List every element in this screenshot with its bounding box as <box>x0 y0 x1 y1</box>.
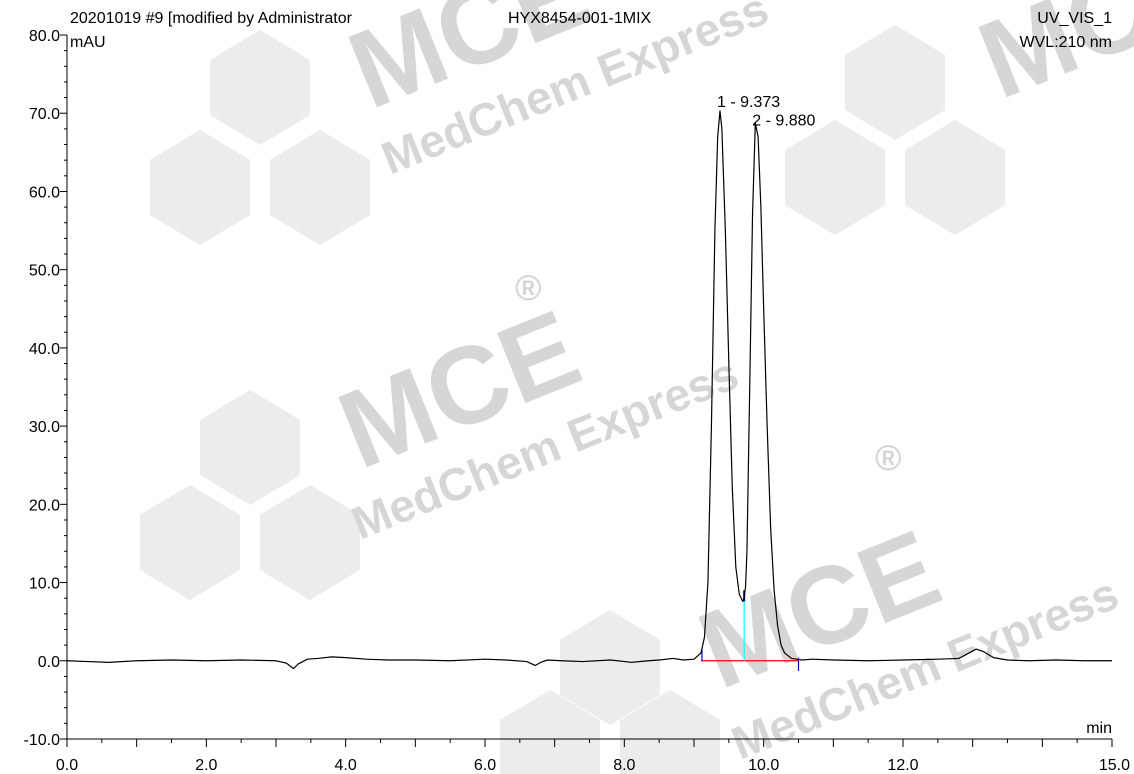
y-tick-label: -10.0 <box>24 732 61 749</box>
x-tick-label: 2.0 <box>195 757 217 774</box>
mce-logo-mark <box>150 30 370 245</box>
y-axis-unit: mAU <box>70 34 106 51</box>
y-tick-label: 80.0 <box>29 28 60 45</box>
y-axis-ticks: -10.0 0.0 10.0 20.0 30.0 40.0 50.0 60.0 70.0 80.0 <box>24 28 67 749</box>
x-axis-unit: min <box>1086 720 1112 737</box>
mce-logo-mark <box>140 390 360 600</box>
y-tick-label: 40.0 <box>29 341 60 358</box>
x-tick-label: 10.0 <box>748 757 779 774</box>
x-tick-label: 6.0 <box>474 757 496 774</box>
mce-watermark: MCE MedChem Express MCE MedChem Express … <box>140 0 1134 774</box>
y-tick-label: 60.0 <box>29 184 60 201</box>
x-tick-label: 8.0 <box>613 757 635 774</box>
wavelength-label: WVL:210 nm <box>1020 34 1112 51</box>
watermark-registered: ® <box>515 267 542 308</box>
y-tick-label: 10.0 <box>29 576 60 593</box>
y-tick-label: 0.0 <box>38 654 60 671</box>
mce-logo-mark <box>500 610 720 774</box>
x-axis-ticks: 0.0 2.0 4.0 6.0 8.0 10.0 12.0 15.0 <box>56 739 1130 774</box>
watermark-registered: ® <box>875 437 902 478</box>
channel-label: UV_VIS_1 <box>1037 10 1112 27</box>
y-tick-label: 50.0 <box>29 263 60 280</box>
mce-logo-mark <box>785 25 1005 235</box>
x-tick-label: 4.0 <box>335 757 357 774</box>
x-tick-label: 0.0 <box>56 757 78 774</box>
peak-label: 2 - 9.880 <box>752 112 815 129</box>
peak-label: 1 - 9.373 <box>717 94 780 111</box>
injection-name: HYX8454-001-1MIX <box>508 10 652 27</box>
y-tick-label: 70.0 <box>29 106 60 123</box>
x-tick-label: 12.0 <box>887 757 918 774</box>
y-tick-label: 20.0 <box>29 497 60 514</box>
chromatogram-trace <box>66 110 1112 670</box>
x-tick-label: 15.0 <box>1099 757 1130 774</box>
sample-title: 20201019 #9 [modified by Administrator <box>70 10 353 27</box>
y-tick-label: 30.0 <box>29 419 60 436</box>
trace-layer <box>66 110 1112 670</box>
